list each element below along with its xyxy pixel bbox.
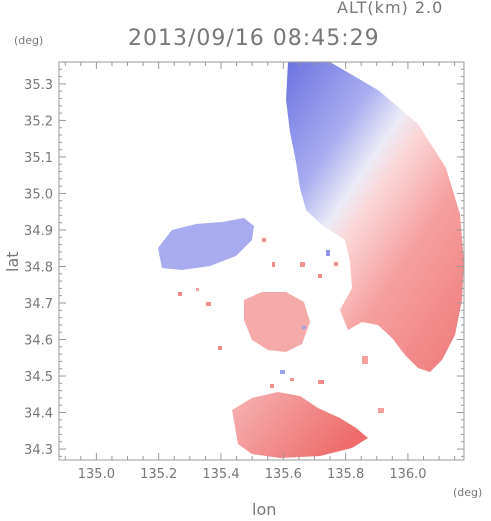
y-tick-label: 34.4 (24, 407, 53, 422)
west-echo-region (158, 218, 254, 270)
y-tick-label: 35.0 (24, 187, 53, 202)
plot-title: 2013/09/16 08:45:29 (128, 26, 380, 51)
axis-ticks: 135.0 135.2 135.4 135.6 135.8 136.0 35.3 35.2 35… (24, 62, 464, 482)
south-echo-region (232, 392, 368, 458)
velocity-field (158, 62, 464, 458)
east-echo-region (286, 62, 464, 372)
x-tick-label: 135.8 (327, 467, 364, 482)
y-tick-label: 35.2 (24, 114, 53, 129)
x-tick-label: 135.0 (78, 467, 115, 482)
x-tick-label: 136.0 (389, 467, 426, 482)
y-tick-label: 35.3 (24, 78, 53, 93)
x-tick-label: 135.2 (140, 467, 177, 482)
y-tick-label: 34.5 (24, 370, 53, 385)
y-tick-label: 34.3 (24, 443, 53, 458)
x-tick-label: 135.4 (202, 467, 239, 482)
scattered-echoes (178, 238, 384, 413)
y-tick-label: 35.1 (24, 151, 53, 166)
x-tick-label: 135.6 (265, 467, 302, 482)
y-tick-label: 34.9 (24, 224, 53, 239)
y-tick-label: 34.8 (24, 260, 53, 275)
y-tick-label: 34.7 (24, 297, 53, 312)
x-axis-label: lon (252, 500, 277, 519)
y-unit-label: (deg) (14, 34, 44, 47)
central-echo-region (244, 292, 310, 352)
altitude-label: ALT(km) 2.0 (337, 0, 444, 17)
plot-frame (58, 61, 465, 461)
y-tick-label: 34.6 (24, 334, 53, 349)
x-unit-label: (deg) (453, 486, 483, 499)
